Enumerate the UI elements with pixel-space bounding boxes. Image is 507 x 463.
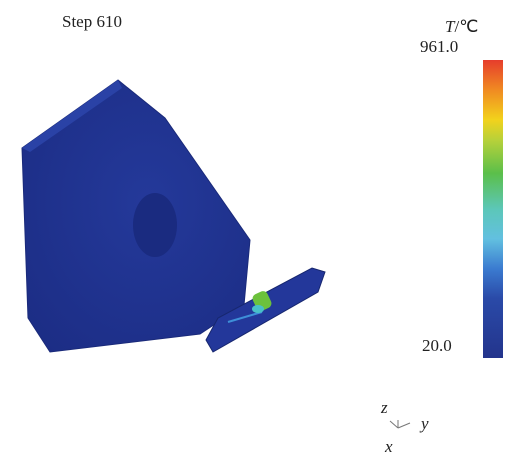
- axis-z-label: z: [380, 398, 388, 417]
- axis-x-label: x: [384, 437, 393, 456]
- axis-y-line: [398, 423, 410, 428]
- axis-y-label: y: [419, 414, 429, 433]
- legend-max: 961.0: [420, 37, 458, 56]
- colorbar: [483, 60, 503, 358]
- simulation-view: Step 610 T/℃ 961.0 20.0 z y x: [0, 0, 507, 458]
- legend-title: T/℃: [445, 17, 478, 36]
- axis-x-line: [390, 421, 398, 428]
- step-label: Step 610: [62, 12, 122, 31]
- legend-min: 20.0: [422, 336, 452, 355]
- tool-tip: [252, 305, 264, 313]
- legend-unit: /℃: [454, 17, 478, 36]
- surface-recess: [133, 193, 177, 257]
